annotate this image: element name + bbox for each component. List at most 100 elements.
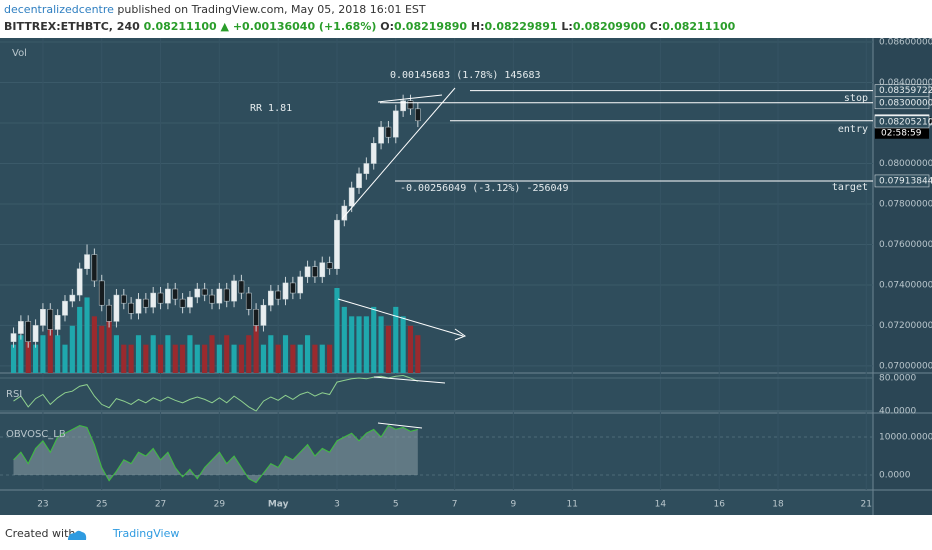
candle-body <box>194 288 201 298</box>
candle-body <box>348 187 355 207</box>
author[interactable]: decentralizedcentre <box>4 3 114 16</box>
volume-bar <box>209 335 215 373</box>
y-tick-label: 10000.0000 <box>879 432 932 442</box>
volume-bar <box>91 316 97 373</box>
candle-body <box>363 163 370 174</box>
volume-bar <box>194 344 200 373</box>
countdown-bg <box>875 126 929 139</box>
y-tick-label: 40.0000 <box>879 407 916 417</box>
y-tick-label: 0.07000000 <box>879 361 932 371</box>
created-with: Created with <box>5 527 76 540</box>
volume-bar <box>327 344 333 373</box>
candle-body <box>245 292 252 310</box>
candle-body <box>326 262 333 270</box>
candle-body <box>54 315 61 330</box>
candle-body <box>253 308 259 326</box>
candle-body <box>312 266 318 278</box>
ohlc-value: 0.08211100 <box>662 20 736 33</box>
symbol: BITTREX:ETHBTC, 240 <box>4 20 140 33</box>
volume-bar <box>187 335 193 373</box>
y-tick-label: 0.0000 <box>879 470 911 480</box>
obv-area <box>13 425 418 483</box>
candle-body <box>290 282 296 294</box>
volume-bar <box>55 335 61 373</box>
x-tick-label: May <box>268 500 289 510</box>
volume-bar <box>143 344 149 373</box>
volume-bar <box>275 344 281 373</box>
volume-bar <box>238 344 244 373</box>
volume-bar <box>157 344 164 373</box>
header-line: decentralizedcentre published on Trading… <box>4 3 426 16</box>
y-tick-label: 0.08000000 <box>879 159 932 169</box>
volume-bar <box>407 325 414 373</box>
volume-bar <box>319 344 325 373</box>
x-tick-label: 5 <box>393 500 399 510</box>
candle-body <box>128 302 134 314</box>
volume-bar <box>62 344 68 373</box>
rr-note: RR 1.81 <box>250 103 292 114</box>
x-tick-label: 3 <box>334 500 340 510</box>
candle-body <box>216 288 223 304</box>
ohlc-key: O: <box>380 20 394 33</box>
x-tick-label: 9 <box>511 500 517 510</box>
symbol-line: BITTREX:ETHBTC, 240 0.08211100 ▲ +0.0013… <box>4 20 735 33</box>
gain-note: 0.00145683 (1.78%) 145683 <box>390 70 541 81</box>
candle-body <box>275 290 281 300</box>
volume-bar <box>400 316 406 373</box>
volume-label: Vol <box>12 48 27 59</box>
candle-body <box>356 173 362 189</box>
y-tick-label: 0.08400000 <box>879 78 932 88</box>
ohlc-key: L: <box>561 20 573 33</box>
change: ▲ +0.00136040 (+1.68%) <box>220 20 377 33</box>
candle-body <box>106 304 112 322</box>
volume-bar <box>260 344 267 373</box>
volume-bar <box>172 344 178 373</box>
volume-bar <box>253 325 259 373</box>
volume-bar <box>121 344 127 373</box>
x-tick-label: 21 <box>861 500 872 510</box>
last-price: 0.08211100 <box>143 20 217 33</box>
trend-line <box>341 87 456 220</box>
candle-body <box>334 219 340 270</box>
candle-body <box>40 308 46 326</box>
brand[interactable]: TradingView <box>112 527 180 540</box>
price-tag-label: 0.07913844 <box>879 176 932 186</box>
y-tick-label: 0.07800000 <box>879 199 932 209</box>
footer: Created with TradingView <box>5 527 179 540</box>
volume-bar <box>69 325 75 373</box>
volume-bar <box>224 335 230 373</box>
x-tick-label: 29 <box>214 500 226 510</box>
volume-bar <box>180 344 186 373</box>
x-tick-label: 18 <box>772 500 784 510</box>
volume-bar <box>363 316 369 373</box>
volume-trend <box>337 298 464 337</box>
candle-body <box>47 308 54 330</box>
candle-body <box>187 296 193 308</box>
candle-body <box>135 298 142 314</box>
candle-body <box>392 110 399 138</box>
volume-bar <box>334 288 340 373</box>
x-tick-label: 16 <box>713 500 725 510</box>
candle-body <box>378 126 384 144</box>
volume-bar <box>165 335 171 373</box>
volume-bar <box>128 344 134 373</box>
volume-bar <box>106 316 112 373</box>
candle-body <box>267 290 274 306</box>
candle-body <box>400 100 406 112</box>
volume-bar <box>290 344 296 373</box>
volume-bar <box>47 316 53 373</box>
volume-bar <box>40 335 46 373</box>
price-tag-label: 0.08359722 <box>879 86 932 96</box>
candle-body <box>69 294 76 302</box>
volume-bar <box>150 335 156 373</box>
x-tick-label: 23 <box>37 500 48 510</box>
ohlc-value: 0.08209900 <box>572 20 646 33</box>
candle-body <box>18 321 24 334</box>
trend-line <box>377 94 443 103</box>
chart: 0.086000000.084000000.082000000.08000000… <box>0 38 932 515</box>
price-tag <box>874 96 930 110</box>
x-tick-label: 7 <box>452 500 458 510</box>
y-tick-label: 80.0000 <box>879 373 916 383</box>
ohlc-key: H: <box>470 20 485 33</box>
candle-body <box>282 282 289 300</box>
